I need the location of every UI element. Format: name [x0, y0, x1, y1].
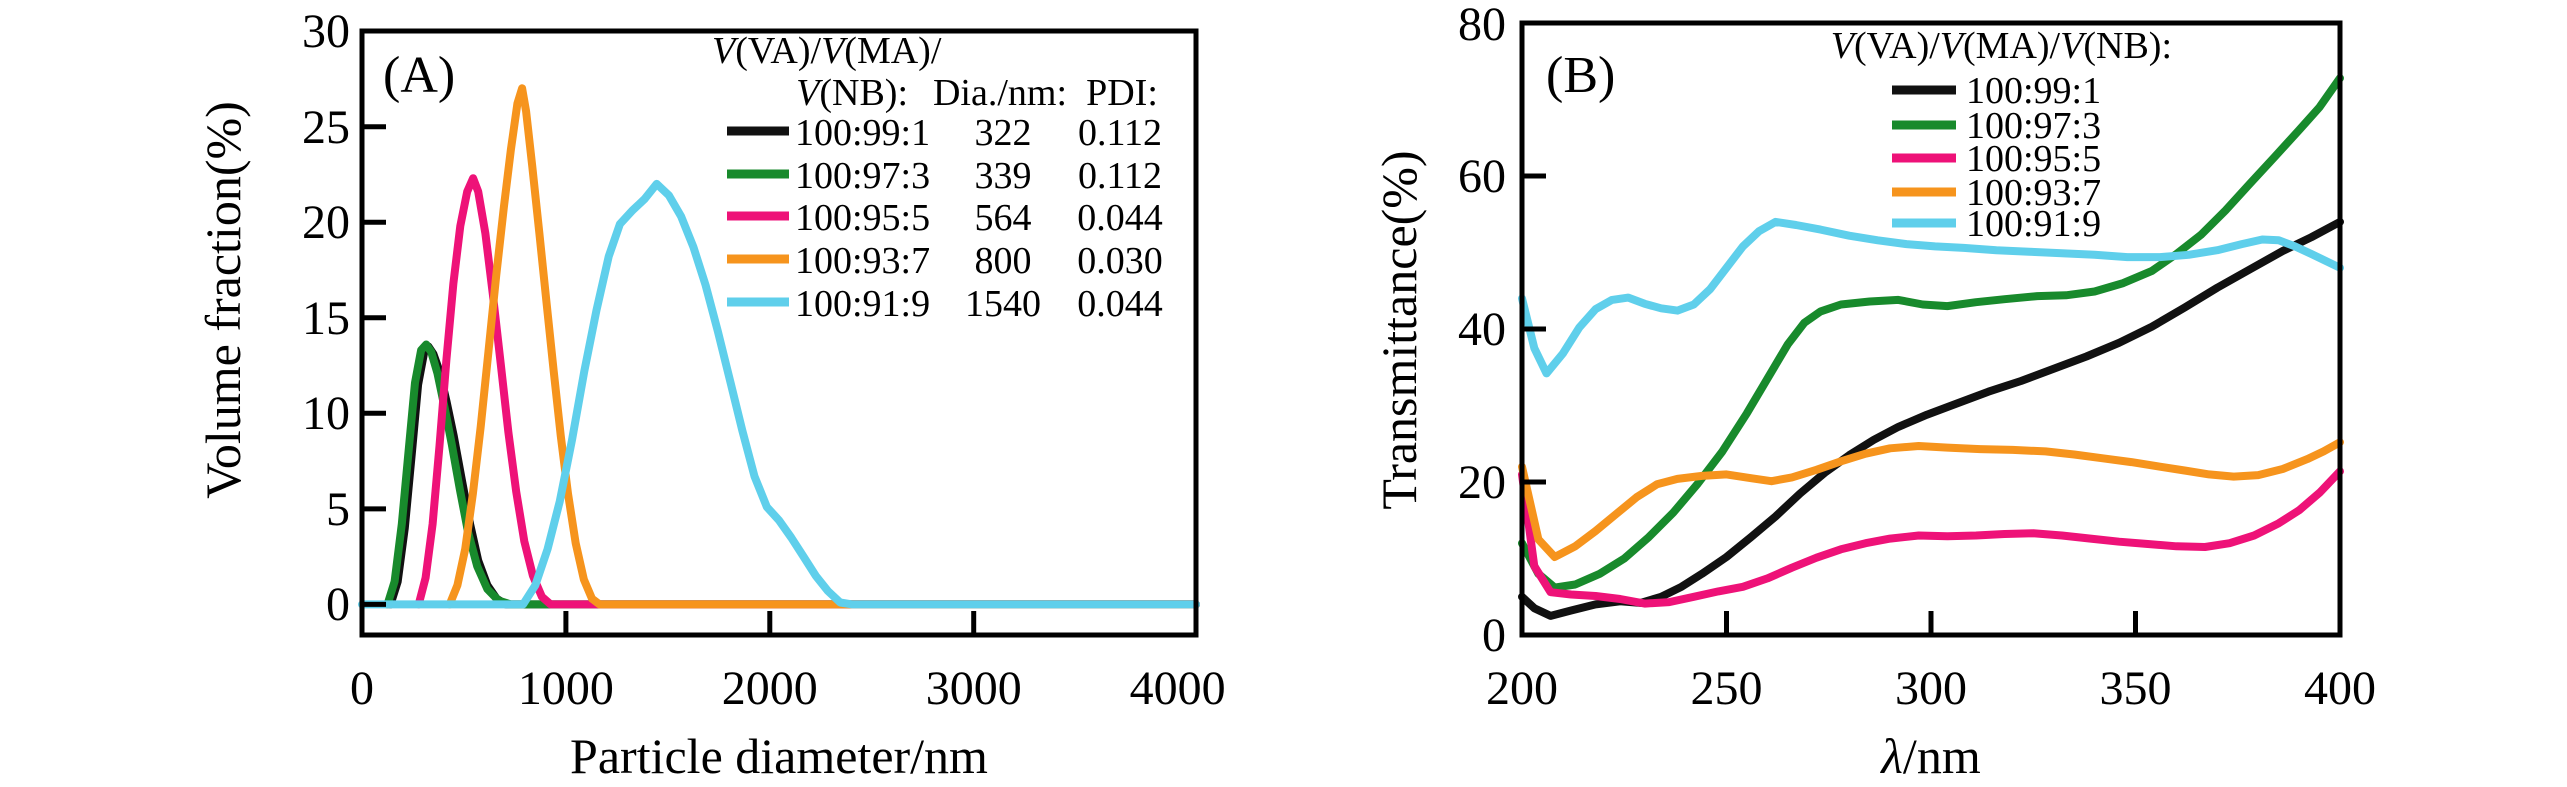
chart-a-yaxis-title: Volume fraction(%): [195, 101, 251, 499]
legend-ratio: 100:95:5: [795, 197, 930, 239]
chart-b: 200 250 300 350 400 0 20 40 60 80 λ/nm T…: [1371, 0, 2376, 784]
chart-a-y-tick-labels: 0 5 10 15 20 25 30: [302, 5, 350, 631]
legend-label: 100:99:1: [1966, 70, 2101, 112]
legend-pdi: 0.112: [1078, 155, 1162, 197]
chart-a-legend: V(VA)/V(MA)/ V(NB): Dia./nm: PDI: 100:99…: [712, 30, 1163, 325]
y-tick-label: 0: [326, 578, 350, 631]
x-tick-label: 3000: [926, 662, 1022, 715]
y-tick-label: 25: [302, 101, 350, 154]
chart-b-x-ticks: [1724, 611, 2138, 635]
series-line-100:91:9: [1518, 217, 2344, 378]
legend-dia: 339: [975, 155, 1032, 197]
series-line-100:93:7: [1518, 438, 2344, 561]
legend-row: 100:99:1 322 0.112: [727, 112, 1162, 154]
chart-b-xaxis-title: λ/nm: [1879, 728, 1981, 784]
y-tick-label: 30: [302, 5, 350, 58]
legend-row: 100:99:1: [1892, 70, 2101, 112]
chart-b-x-tick-labels: 200 250 300 350 400: [1486, 662, 2376, 715]
series-line-100:99:1: [1518, 217, 2344, 620]
legend-row: 100:93:7: [1892, 172, 2101, 214]
legend-header-line1: V(VA)/V(MA)/: [712, 30, 942, 72]
legend-row: 100:97:3: [1892, 105, 2101, 147]
y-tick-label: 80: [1458, 0, 1506, 51]
chart-a-x-tick-labels: 0 1000 2000 3000 4000: [350, 662, 1226, 715]
legend-header: V(VA)/V(MA)/V(NB):: [1831, 25, 2172, 67]
legend-row: 100:95:5: [1892, 138, 2101, 180]
x-tick-label: 250: [1691, 662, 1763, 715]
series-line-100:93:7: [445, 84, 1200, 609]
x-tick-label: 4000: [1130, 662, 1226, 715]
legend-pdi: 0.030: [1077, 240, 1163, 282]
chart-b-curves: [1518, 74, 2344, 620]
y-tick-label: 20: [1458, 456, 1506, 509]
legend-ratio: 100:93:7: [795, 240, 930, 282]
legend-header-col3: PDI:: [1086, 72, 1158, 114]
legend-label: 100:97:3: [1966, 105, 2101, 147]
legend-pdi: 0.044: [1077, 283, 1163, 325]
legend-ratio: 100:97:3: [795, 155, 930, 197]
legend-row: 100:91:9: [1892, 203, 2101, 245]
x-tick-label: 1000: [518, 662, 614, 715]
legend-row: 100:97:3 339 0.112: [727, 155, 1162, 197]
chart-b-y-ticks: [1522, 173, 1546, 485]
legend-label: 100:95:5: [1966, 138, 2101, 180]
series-line-100:95:5: [1518, 467, 2344, 608]
chart-b-yaxis-title: Transmittance(%): [1371, 150, 1427, 509]
chart-b-y-tick-labels: 0 20 40 60 80: [1458, 0, 1506, 662]
chart-a-x-ticks: [563, 611, 977, 635]
legend-row: 100:95:5 564 0.044: [727, 197, 1163, 239]
x-tick-label: 200: [1486, 662, 1558, 715]
legend-dia: 800: [975, 240, 1032, 282]
y-tick-label: 0: [1482, 609, 1506, 662]
x-tick-label: 400: [2304, 662, 2376, 715]
legend-dia: 564: [975, 197, 1032, 239]
legend-label: 100:91:9: [1966, 203, 2101, 245]
legend-header-col2: Dia./nm:: [933, 72, 1067, 114]
legend-dia: 1540: [965, 283, 1041, 325]
y-tick-label: 20: [302, 196, 350, 249]
x-tick-label: 0: [350, 662, 374, 715]
series-line-100:97:3: [383, 340, 1200, 609]
x-tick-label: 350: [2100, 662, 2172, 715]
chart-b-legend: V(VA)/V(MA)/V(NB): 100:99:1 100:97:3 100…: [1831, 25, 2172, 245]
y-tick-label: 15: [302, 292, 350, 345]
legend-ratio: 100:99:1: [795, 112, 930, 154]
legend-row: 100:91:9 1540 0.044: [727, 283, 1163, 325]
chart-a-curves: [358, 84, 1200, 609]
chart-a: 0 1000 2000 3000 4000 0 5 10 15 20 25 30…: [195, 5, 1226, 784]
series-line-100:95:5: [414, 174, 1200, 609]
legend-header-col1: V(NB):: [796, 72, 908, 114]
series-line-100:91:9: [358, 179, 1200, 609]
series-line-100:97:3: [1518, 74, 2344, 592]
chart-b-panel-label: (B): [1546, 47, 1615, 104]
legend-ratio: 100:91:9: [795, 283, 930, 325]
chart-a-y-ticks: [362, 124, 386, 607]
y-tick-label: 5: [326, 483, 350, 536]
y-tick-label: 60: [1458, 150, 1506, 203]
x-tick-label: 300: [1895, 662, 1967, 715]
legend-label: 100:93:7: [1966, 172, 2101, 214]
chart-a-frame: [359, 28, 1199, 638]
legend-row: 100:93:7 800 0.030: [727, 240, 1163, 282]
legend-pdi: 0.044: [1077, 197, 1163, 239]
y-tick-label: 40: [1458, 303, 1506, 356]
chart-a-xaxis-title: Particle diameter/nm: [570, 728, 988, 784]
legend-pdi: 0.112: [1078, 112, 1162, 154]
legend-dia: 322: [975, 112, 1032, 154]
x-tick-label: 2000: [722, 662, 818, 715]
y-tick-label: 10: [302, 387, 350, 440]
chart-a-panel-label: (A): [383, 47, 455, 104]
